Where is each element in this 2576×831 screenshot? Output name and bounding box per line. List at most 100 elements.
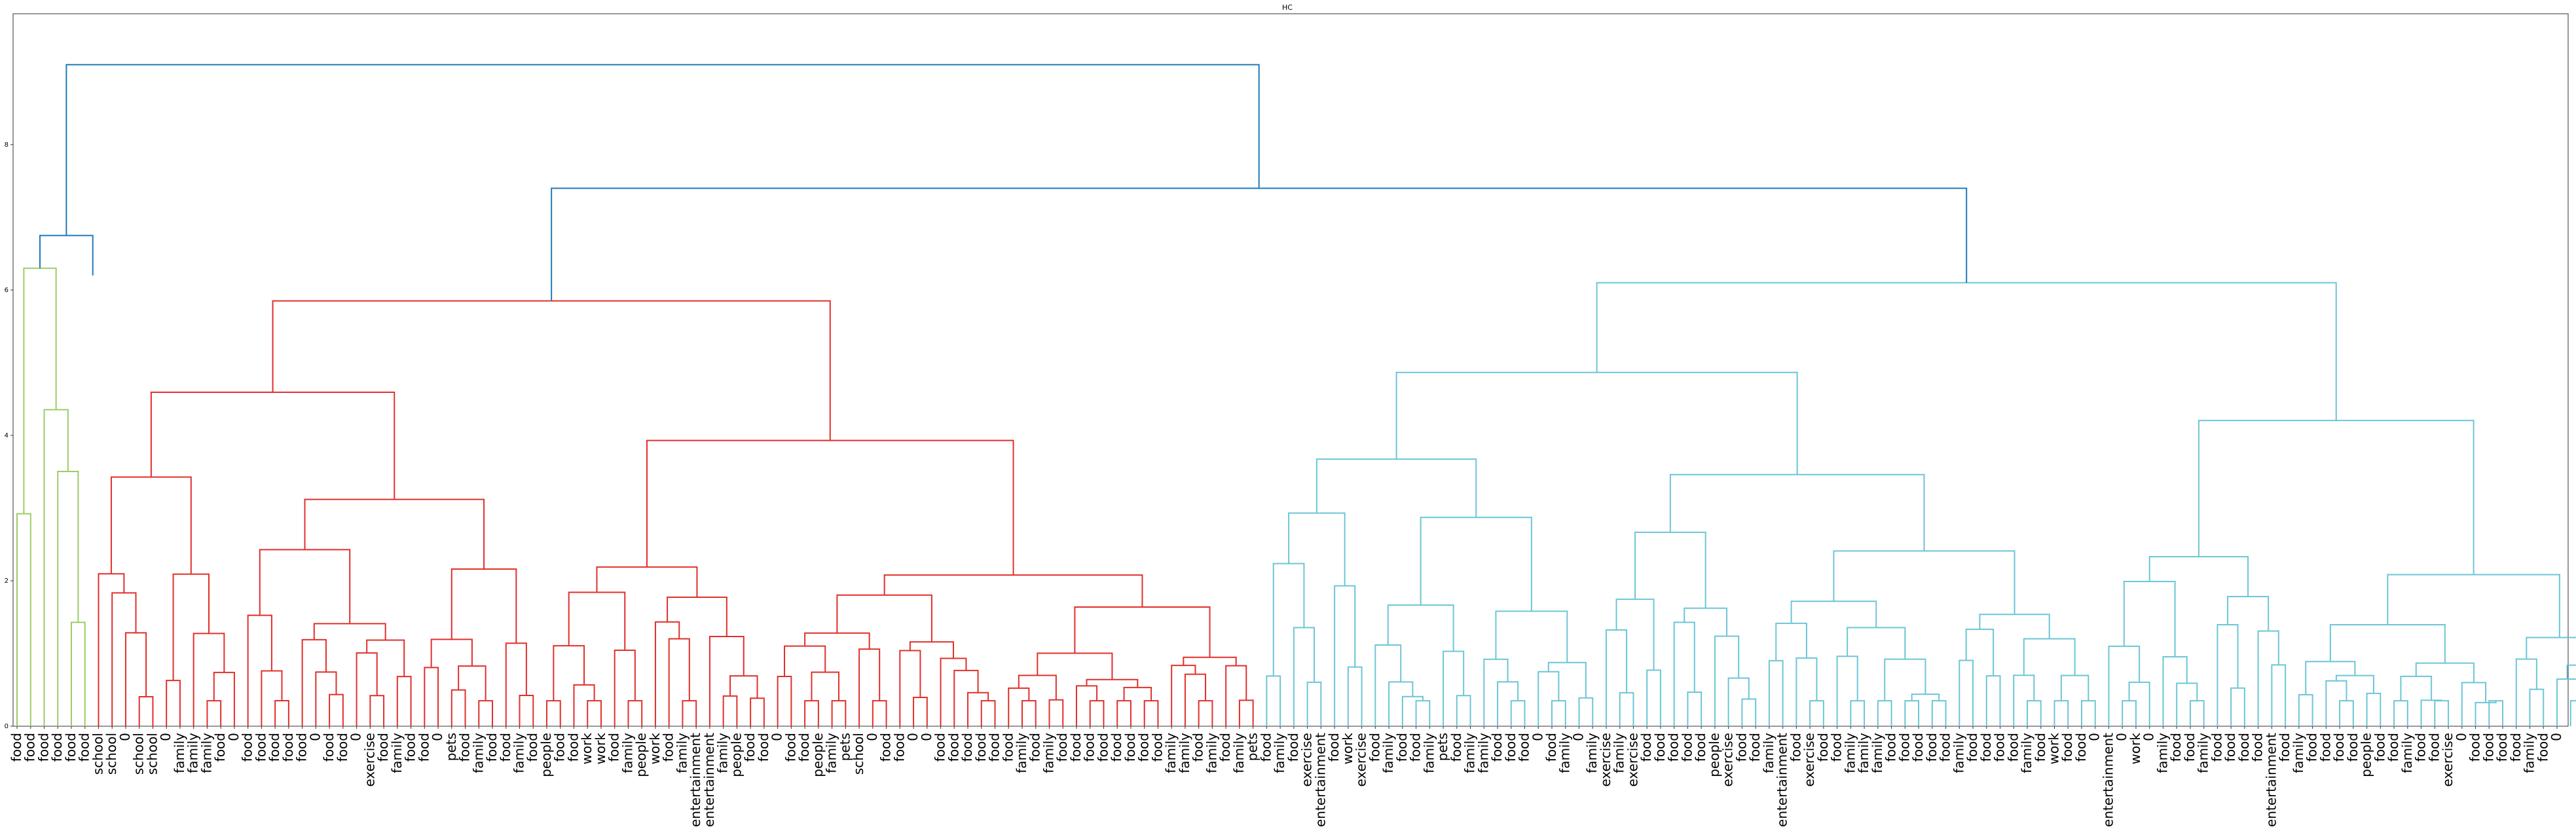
- leaf-label: family: [1014, 733, 1029, 773]
- dendrogram-link: [2387, 574, 2560, 638]
- dendrogram-link: [519, 694, 534, 726]
- dendrogram-link: [1116, 700, 1132, 726]
- dendrogram-link: [1374, 644, 1402, 726]
- leaf-label: food: [1027, 733, 1043, 762]
- leaf-label: pets: [837, 733, 853, 761]
- dendrogram-link: [166, 680, 181, 726]
- leaf-label: family: [1761, 733, 1776, 773]
- leaf-label: food: [1788, 733, 1803, 762]
- dendrogram-link: [1619, 692, 1634, 726]
- leaf-label: 0: [307, 733, 323, 741]
- leaf-label: people: [633, 733, 649, 777]
- dendrogram-link: [1497, 681, 1519, 726]
- dendrogram-link: [1634, 531, 1706, 608]
- dendrogram-link: [1551, 700, 1566, 726]
- leaf-label: food: [1829, 733, 1845, 762]
- leaf-label: family: [1272, 733, 1287, 773]
- dendrogram-link: [1074, 606, 1211, 657]
- leaf-label: food: [1938, 733, 1953, 762]
- leaf-label: food: [2480, 733, 2496, 762]
- dendrogram-link: [1615, 599, 1655, 671]
- dendrogram-link: [98, 573, 125, 726]
- leaf-label: food: [1095, 733, 1111, 762]
- dendrogram-link: [1605, 629, 1628, 726]
- dendrogram-link: [110, 476, 192, 574]
- leaf-label: food: [756, 733, 771, 762]
- leaf-label: family: [2019, 733, 2034, 773]
- dendrogram-link: [2515, 658, 2537, 726]
- dendrogram-link: [1847, 627, 1906, 659]
- leaf-label: family: [470, 733, 486, 773]
- leaf-label: food: [9, 733, 24, 762]
- leaf-label: pets: [1435, 733, 1450, 761]
- leaf-label: family: [2399, 733, 2415, 773]
- leaf-label: food: [1122, 733, 1138, 762]
- dendrogram-link: [1334, 585, 1356, 726]
- dendrogram-link: [315, 671, 337, 726]
- leaf-label: family: [2196, 733, 2211, 773]
- dendrogram-link: [150, 392, 396, 500]
- dendrogram-link: [1965, 628, 1995, 676]
- leaf-label: pets: [1245, 733, 1260, 761]
- leaf-label: food: [1693, 733, 1708, 762]
- dendrogram-link: [1768, 659, 1784, 726]
- leaf-label: entertainment: [701, 733, 717, 827]
- leaf-label: exercise: [2440, 733, 2456, 787]
- leaf-label: 0: [2454, 733, 2469, 741]
- leaf-label: exercise: [361, 733, 377, 787]
- leaf-label: entertainment: [688, 733, 703, 827]
- leaf-label: food: [1082, 733, 1097, 762]
- dendrogram-link: [2060, 674, 2089, 701]
- leaf-label: food: [1217, 733, 1233, 762]
- leaf-label: family: [1856, 733, 1871, 773]
- dendrogram-link: [1272, 563, 1305, 676]
- dendrogram-link: [1347, 666, 1363, 726]
- dendrogram-link: [2298, 693, 2313, 726]
- dendrogram-link: [1306, 681, 1322, 726]
- dendrogram-link: [111, 592, 137, 726]
- dendrogram-link: [23, 267, 57, 514]
- dendrogram-link: [1266, 675, 1281, 726]
- dendrogram-link: [545, 700, 561, 726]
- dendrogram-link: [206, 700, 222, 726]
- leaf-label: food: [1517, 733, 1532, 762]
- dendrogram-link: [2529, 688, 2545, 726]
- dendrogram-link: [1415, 700, 1431, 726]
- dendrogram-link: [1741, 698, 1757, 726]
- leaf-label: food: [565, 733, 581, 762]
- leaf-label: food: [1000, 733, 1016, 762]
- leaf-label: food: [1883, 733, 1899, 762]
- leaf-label: food: [2182, 733, 2198, 762]
- dendrogram-link: [2415, 662, 2475, 683]
- leaf-label: food: [2372, 733, 2387, 762]
- dendrogram-link: [313, 623, 386, 640]
- leaf-label: food: [484, 733, 500, 762]
- leaf-label: food: [959, 733, 975, 762]
- dendrogram-link: [2230, 687, 2245, 726]
- leaf-label: family: [824, 733, 839, 773]
- leaf-label: food: [973, 733, 989, 762]
- dendrogram-link: [70, 621, 86, 726]
- leaf-label: school: [144, 733, 160, 775]
- dendrogram-link: [2148, 556, 2249, 597]
- leaf-label: food: [2168, 733, 2184, 762]
- dendrogram-link: [1727, 677, 1750, 726]
- leaf-label: 0: [117, 733, 133, 741]
- dendrogram-link: [1456, 695, 1471, 726]
- leaf-label: food: [2385, 733, 2401, 762]
- dendrogram-link: [750, 697, 765, 726]
- y-tick-label: 0: [5, 723, 9, 730]
- leaf-label: food: [2005, 733, 2021, 762]
- leaf-label: food: [2413, 733, 2429, 762]
- dendrogram-link: [1143, 700, 1159, 726]
- dendrogram-link: [811, 671, 839, 701]
- dendrogram-link: [2475, 701, 2497, 726]
- dendrogram-link: [356, 652, 378, 726]
- leaf-label: school: [851, 733, 866, 775]
- dendrogram-link: [2023, 638, 2076, 676]
- dendrogram-link: [627, 700, 643, 726]
- dendrogram-link: [1985, 675, 2001, 726]
- dendrogram-link: [784, 645, 826, 677]
- dendrogram-link: [2434, 700, 2450, 726]
- leaf-label: people: [2359, 733, 2374, 777]
